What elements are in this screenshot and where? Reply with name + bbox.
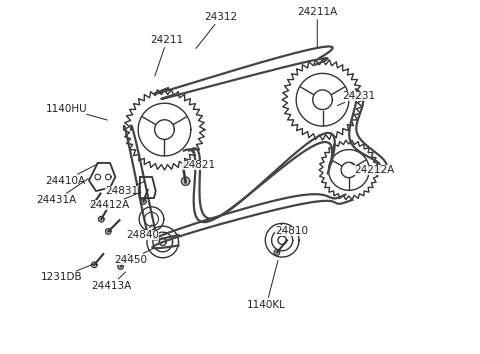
Text: 24413A: 24413A <box>91 272 131 291</box>
Text: 24231: 24231 <box>337 91 375 105</box>
Polygon shape <box>274 250 280 255</box>
Text: 24211: 24211 <box>150 35 183 76</box>
Polygon shape <box>181 177 190 185</box>
Polygon shape <box>98 216 104 222</box>
Text: 24840: 24840 <box>126 225 159 240</box>
Polygon shape <box>106 229 111 234</box>
Text: 24810: 24810 <box>275 224 308 236</box>
Text: 24450: 24450 <box>114 249 153 264</box>
Text: 24821: 24821 <box>182 160 215 170</box>
Text: 24412A: 24412A <box>89 192 141 210</box>
Polygon shape <box>90 202 96 208</box>
Text: 24211A: 24211A <box>297 7 337 48</box>
Text: 24312: 24312 <box>196 12 237 48</box>
Text: 1140KL: 1140KL <box>247 261 286 310</box>
Text: 24831: 24831 <box>105 182 144 196</box>
Text: 1231DB: 1231DB <box>40 264 94 282</box>
Text: 24431A: 24431A <box>36 178 88 205</box>
Polygon shape <box>91 262 97 268</box>
Polygon shape <box>141 199 146 204</box>
Text: 24212A: 24212A <box>351 164 395 175</box>
Text: 1140HU: 1140HU <box>46 103 108 120</box>
Polygon shape <box>118 264 123 269</box>
Text: 24410A: 24410A <box>45 164 97 185</box>
